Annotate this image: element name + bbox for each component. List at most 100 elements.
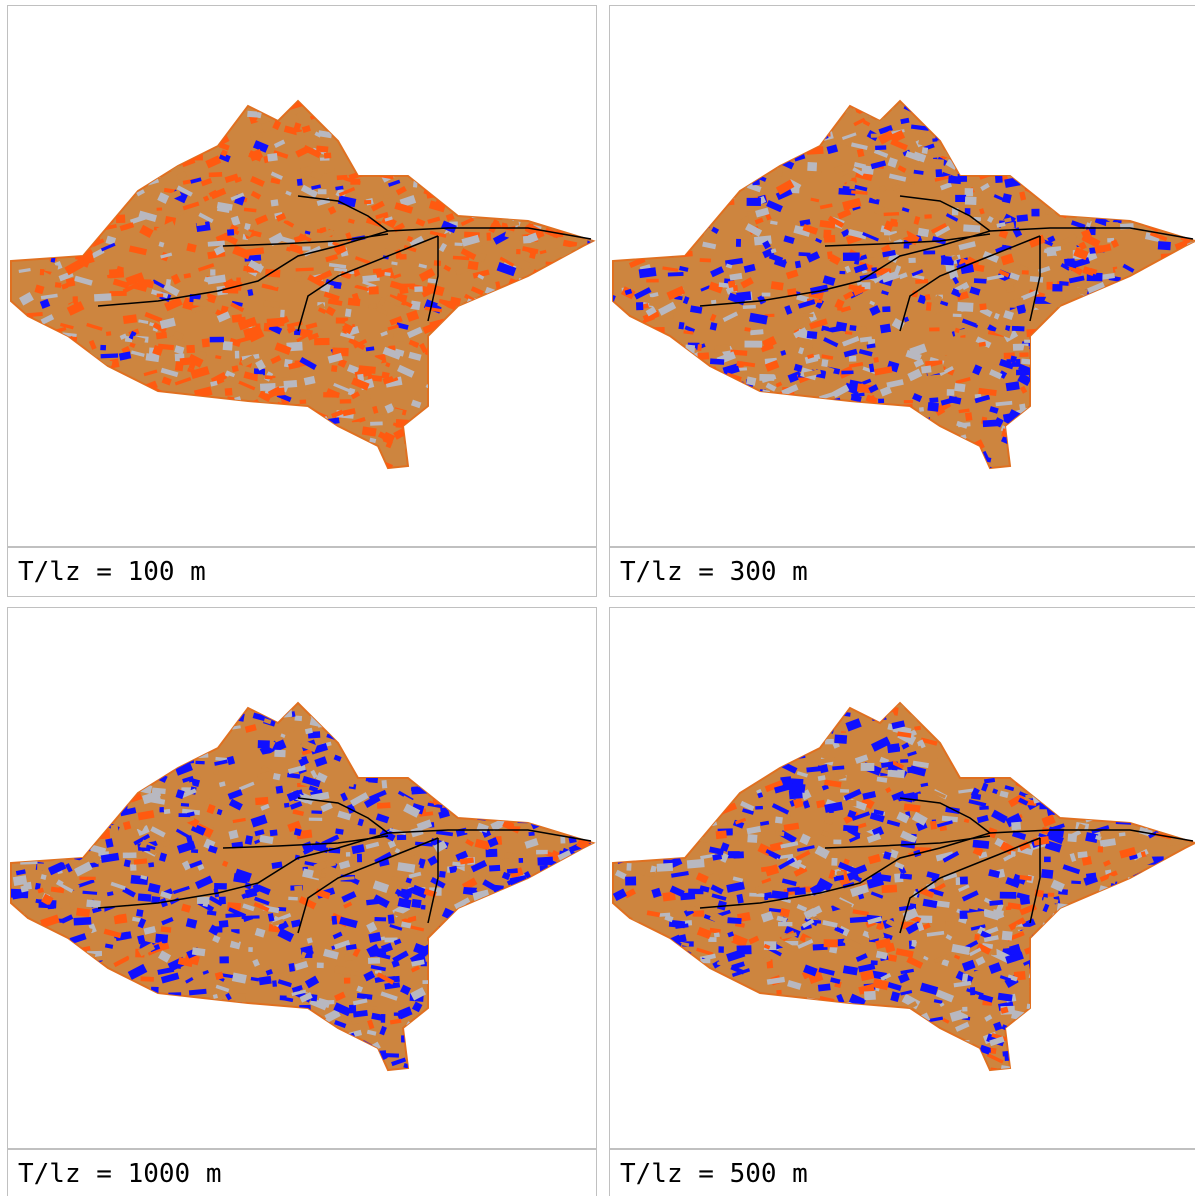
patch xyxy=(242,461,247,465)
patch xyxy=(553,1010,568,1016)
patch xyxy=(47,1057,65,1070)
patch xyxy=(976,707,984,712)
patch xyxy=(715,189,732,202)
patch xyxy=(1093,410,1109,417)
patch xyxy=(197,897,209,904)
patch xyxy=(1090,303,1103,312)
patch xyxy=(108,102,122,110)
patch xyxy=(527,96,545,110)
patch xyxy=(48,798,53,803)
patch xyxy=(740,1057,755,1067)
patch xyxy=(261,411,271,415)
patch xyxy=(457,763,472,774)
patch xyxy=(195,1003,207,1012)
patch xyxy=(407,430,424,442)
patch xyxy=(540,447,547,454)
patch xyxy=(695,203,703,211)
patch xyxy=(1118,155,1135,162)
patch xyxy=(163,137,181,148)
patch xyxy=(280,310,285,318)
patch xyxy=(162,1072,180,1081)
patch xyxy=(993,154,998,162)
patch xyxy=(278,907,286,911)
patch xyxy=(219,1076,237,1084)
patch xyxy=(1145,403,1153,413)
patch xyxy=(376,141,395,156)
patch xyxy=(748,211,755,220)
patch xyxy=(596,863,597,871)
patch xyxy=(1079,948,1087,954)
patch xyxy=(729,424,736,433)
patch xyxy=(37,863,48,871)
patch xyxy=(36,755,47,763)
patch xyxy=(755,1037,768,1047)
patch xyxy=(631,410,648,417)
patch xyxy=(358,110,366,119)
patch xyxy=(512,756,524,765)
patch xyxy=(817,431,829,438)
patch xyxy=(152,157,161,167)
patch xyxy=(27,927,32,934)
patch xyxy=(1066,948,1081,956)
patch xyxy=(629,759,644,766)
patch xyxy=(411,728,427,739)
patch xyxy=(98,745,111,755)
patch xyxy=(133,718,144,723)
patch xyxy=(203,420,213,428)
caption: T/lz = 100 m xyxy=(8,546,596,596)
patch xyxy=(176,399,186,409)
patch xyxy=(58,1025,76,1035)
patch xyxy=(578,853,588,863)
patch xyxy=(651,733,662,743)
patch xyxy=(999,136,1013,147)
patch xyxy=(651,362,669,375)
patch xyxy=(179,139,193,145)
patch xyxy=(555,725,574,735)
patch xyxy=(55,1065,63,1072)
patch xyxy=(1101,428,1107,437)
patch xyxy=(447,962,459,971)
patch xyxy=(275,437,289,446)
patch xyxy=(238,1052,251,1061)
patch xyxy=(533,959,550,967)
patch xyxy=(436,781,453,787)
patch xyxy=(34,1054,42,1061)
patch xyxy=(49,728,60,736)
patch xyxy=(649,1039,657,1047)
patch xyxy=(307,420,324,430)
patch xyxy=(411,1064,422,1070)
patch xyxy=(910,903,917,909)
patch xyxy=(121,125,135,135)
patch xyxy=(403,155,419,166)
patch xyxy=(533,334,547,345)
patch xyxy=(410,143,424,154)
patch xyxy=(1150,930,1159,940)
patch xyxy=(467,117,484,130)
patch xyxy=(460,712,471,723)
patch xyxy=(328,720,342,730)
patch xyxy=(681,395,699,401)
patch xyxy=(508,152,513,158)
patch xyxy=(585,915,591,925)
patch xyxy=(55,908,63,914)
patch xyxy=(406,439,412,447)
patch xyxy=(662,738,673,747)
patch xyxy=(828,419,834,425)
patch xyxy=(570,1059,581,1068)
patch xyxy=(127,456,136,463)
patch xyxy=(596,739,597,747)
patch xyxy=(418,171,432,181)
patch xyxy=(187,410,205,422)
patch xyxy=(1105,306,1115,314)
patch xyxy=(463,135,474,143)
patch xyxy=(448,192,459,200)
patch xyxy=(1157,340,1164,348)
patch xyxy=(70,759,87,766)
patch xyxy=(28,943,44,953)
patch xyxy=(420,766,433,773)
patch xyxy=(145,454,160,467)
patch xyxy=(1034,446,1042,453)
patch xyxy=(1028,747,1039,753)
patch xyxy=(1089,423,1107,429)
patch xyxy=(210,269,215,275)
